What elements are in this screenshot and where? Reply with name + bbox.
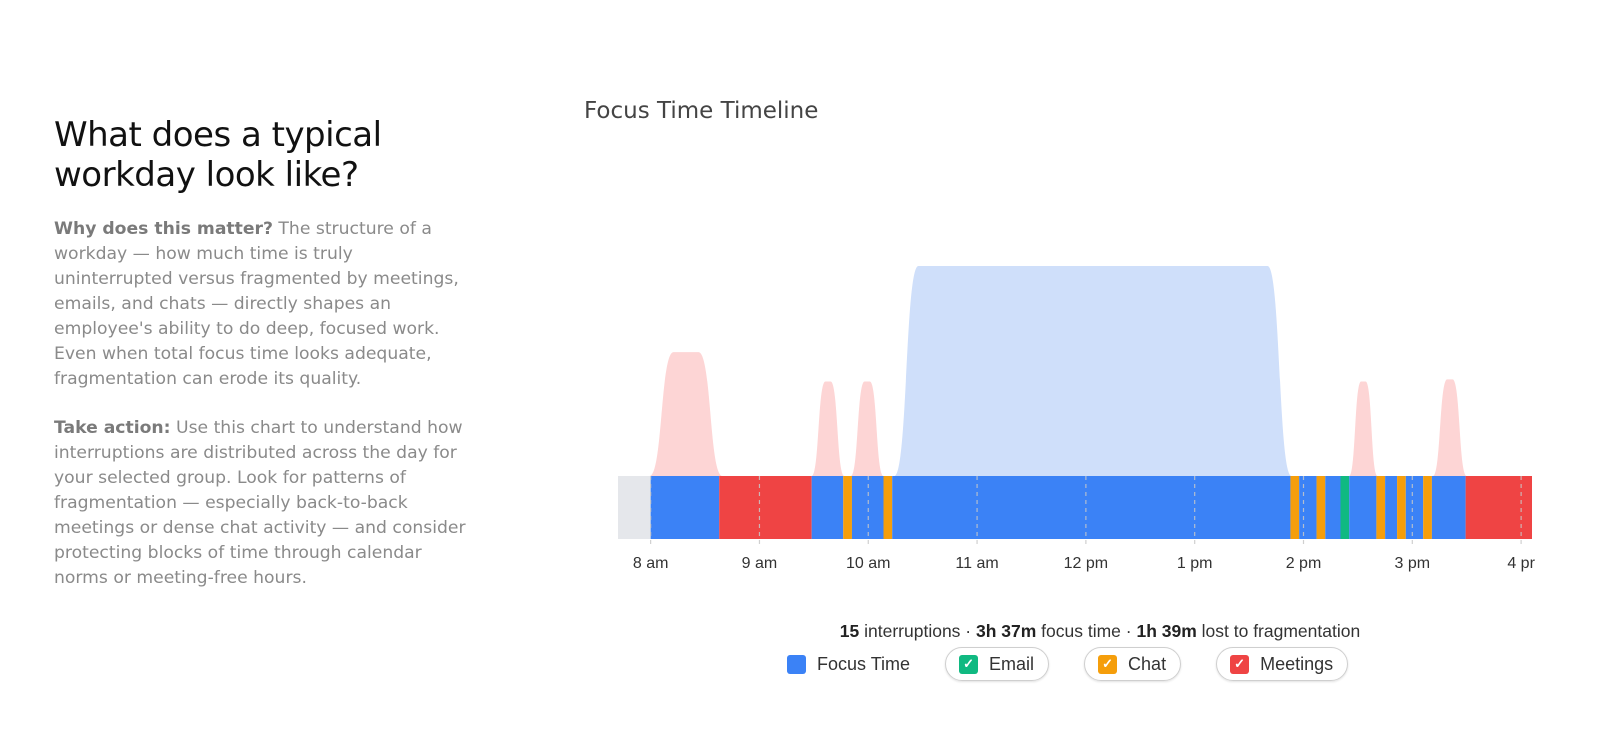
legend: Focus Time ✓ Email ✓ Chat ✓ Meetings [787, 646, 1383, 682]
x-tick-label-0: 8 am [633, 555, 669, 572]
meeting-segment-20 [1465, 476, 1532, 539]
focus-segment-11 [1325, 476, 1341, 539]
x-tick-label-8: 4 pr [1507, 555, 1535, 572]
meeting-wave-0 [649, 352, 723, 476]
focus-segment-3 [811, 476, 844, 539]
chat-segment-8 [1290, 476, 1300, 539]
chat-segment-6 [883, 476, 893, 539]
x-tick-label-1: 9 am [742, 555, 778, 572]
chart-title: Focus Time Timeline [584, 98, 819, 124]
meeting-wave-4 [1349, 381, 1378, 476]
focus-timeline-chart: 8 am 9 am 10 am 11 am 12 pm 1 pm 2 pm 3 pm 4 pr [618, 266, 1536, 572]
meeting-wave-1 [811, 381, 845, 476]
legend-focus-label: Focus Time [817, 653, 911, 674]
focus-segment-7 [892, 476, 1291, 539]
legend-email-toggle[interactable]: ✓ Email [945, 647, 1050, 681]
focus-segment-9 [1299, 476, 1317, 539]
focus-total: 3h 37m [975, 621, 1037, 641]
intro-panel: What does a typical workday look like? W… [54, 115, 474, 615]
action-label: Take action: [54, 418, 171, 438]
chat-segment-16 [1397, 476, 1406, 539]
checkmark-icon: ✓ [1098, 654, 1118, 674]
chat-segment-10 [1316, 476, 1326, 539]
focus-wave-3 [894, 266, 1292, 476]
interruptions-label: interruptions · [859, 621, 976, 641]
intro-heading: What does a typical workday look like? [54, 115, 382, 195]
why-text: The structure of a workday — how much ti… [54, 219, 459, 389]
action-paragraph: Take action: Use this chart to understan… [54, 416, 474, 591]
lost-label: lost to fragmentation [1196, 621, 1361, 641]
meeting-wave-2 [850, 381, 884, 476]
legend-chat-toggle[interactable]: ✓ Chat [1084, 647, 1182, 681]
checkmark-icon: ✓ [1230, 654, 1250, 674]
focus-segment-13 [1349, 476, 1377, 539]
meeting-wave-5 [1432, 379, 1467, 476]
legend-email-label: Email [989, 653, 1035, 674]
off-segment-0 [618, 476, 651, 539]
x-tick-label-6: 2 pm [1286, 555, 1322, 572]
focus-time-swatch [787, 654, 806, 674]
x-tick-label-7: 3 pm [1395, 555, 1431, 572]
summary-stats: 15 interruptions · 3h 37m focus time · 1… [560, 621, 1600, 642]
focus-segment-17 [1405, 476, 1424, 539]
x-tick-label-3: 11 am [955, 555, 998, 572]
lost-total: 1h 39m [1136, 621, 1197, 641]
chat-segment-4 [843, 476, 852, 539]
legend-focus-time[interactable]: Focus Time [787, 648, 910, 680]
x-tick-label-4: 12 pm [1064, 555, 1108, 572]
legend-meetings-label: Meetings [1260, 653, 1334, 674]
focus-label: focus time · [1036, 621, 1137, 641]
why-paragraph: Why does this matter? The structure of a… [54, 217, 474, 392]
focus-segment-19 [1431, 476, 1466, 539]
checkmark-icon: ✓ [959, 654, 979, 674]
x-tick-label-2: 10 am [846, 555, 890, 572]
focus-segment-1 [650, 476, 720, 539]
focus-segment-15 [1385, 476, 1398, 539]
x-tick-label-5: 1 pm [1177, 555, 1213, 572]
email-segment-12 [1340, 476, 1350, 539]
action-text: Use this chart to understand how interru… [54, 418, 466, 588]
legend-meetings-toggle[interactable]: ✓ Meetings [1216, 647, 1349, 681]
chat-segment-14 [1376, 476, 1386, 539]
meeting-segment-2 [719, 476, 812, 539]
why-label: Why does this matter? [54, 219, 273, 239]
interruptions-count: 15 [839, 621, 860, 641]
chat-segment-18 [1423, 476, 1432, 539]
legend-chat-label: Chat [1128, 653, 1167, 674]
